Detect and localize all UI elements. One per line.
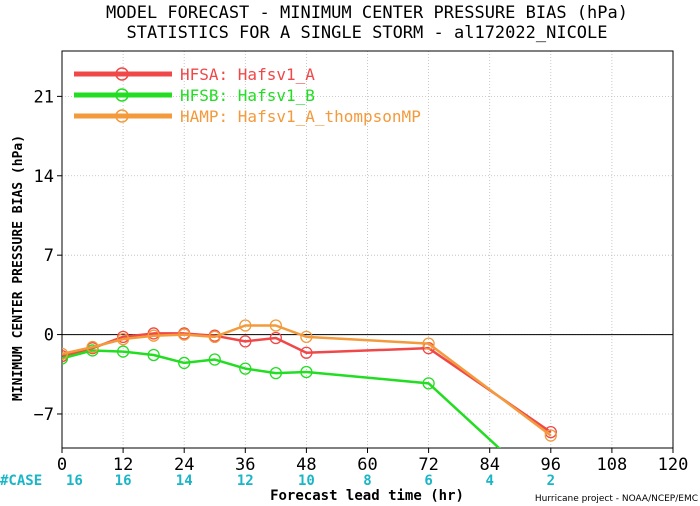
x-tick-label: 48 bbox=[296, 455, 316, 475]
data-point bbox=[208, 330, 221, 343]
data-point bbox=[178, 356, 191, 370]
data-point bbox=[239, 335, 252, 348]
data-point bbox=[422, 377, 435, 390]
legend-label: HFSA: Hafsv1_A bbox=[180, 65, 315, 84]
x-tick-label: 0 bbox=[57, 455, 67, 475]
legend-marker bbox=[115, 109, 129, 123]
x-axis-label: Forecast lead time (hr) bbox=[270, 488, 464, 504]
series-3 bbox=[62, 319, 557, 442]
legend-label: HFSB: Hafsv1_B bbox=[180, 86, 315, 105]
legend-entry: HAMP: Hafsv1_A_thompsonMP bbox=[74, 107, 421, 126]
series-line bbox=[62, 324, 552, 437]
legend-entry: HFSB: Hafsv1_B bbox=[74, 86, 315, 105]
y-tick-label: 7 bbox=[44, 246, 54, 266]
legend: HFSA: Hafsv1_A HFSB: Hafsv1_B HAMP: Hafsv1… bbox=[74, 65, 421, 126]
chart-title: MODEL FORECAST - MINIMUM CENTER PRESSURE… bbox=[106, 3, 628, 23]
x-tick-label: 24 bbox=[174, 455, 194, 475]
data-point bbox=[544, 429, 557, 442]
grid bbox=[62, 51, 673, 448]
series-2 bbox=[62, 344, 501, 448]
case-count: 10 bbox=[298, 473, 315, 489]
data-point bbox=[147, 348, 160, 362]
data-point bbox=[422, 337, 435, 350]
data-point bbox=[147, 329, 160, 342]
case-count: 12 bbox=[237, 473, 254, 489]
series-line bbox=[62, 349, 501, 448]
y-tick-label: 14 bbox=[34, 167, 54, 187]
x-axis-ticks: 0 12 24 36 48 60 72 84 96 108 120 bbox=[57, 448, 688, 475]
chart-subtitle: STATISTICS FOR A SINGLE STORM - al172022… bbox=[126, 23, 607, 43]
case-count: 2 bbox=[547, 473, 555, 489]
case-label: #CASE bbox=[0, 473, 42, 489]
data-point bbox=[116, 345, 130, 358]
case-count: 6 bbox=[424, 473, 432, 489]
x-tick-label: 108 bbox=[597, 455, 628, 475]
x-tick-label: 12 bbox=[113, 455, 133, 475]
credit-text: Hurricane project - NOAA/NCEP/EMC bbox=[535, 494, 698, 504]
y-axis-ticks: −7 0 7 14 21 bbox=[34, 87, 62, 425]
data-point bbox=[86, 344, 99, 357]
case-count: 14 bbox=[176, 473, 193, 489]
case-count: 16 bbox=[66, 473, 83, 489]
legend-marker bbox=[115, 88, 129, 102]
x-tick-label: 36 bbox=[235, 455, 255, 475]
legend-entry: HFSA: Hafsv1_A bbox=[74, 65, 315, 84]
x-tick-label: 96 bbox=[541, 455, 561, 475]
data-point bbox=[269, 331, 283, 345]
data-point bbox=[208, 353, 221, 366]
data-point bbox=[86, 340, 99, 354]
case-count: 16 bbox=[115, 473, 132, 489]
legend-label: HAMP: Hafsv1_A_thompsonMP bbox=[180, 107, 421, 126]
y-axis-label: MINIMUM CENTER PRESSURE BIAS (hPa) bbox=[11, 135, 26, 401]
data-point bbox=[62, 352, 69, 365]
data-point bbox=[178, 328, 191, 341]
data-point bbox=[269, 366, 283, 380]
data-point bbox=[239, 319, 252, 332]
x-tick-label: 120 bbox=[658, 455, 689, 475]
case-count: 4 bbox=[485, 473, 493, 489]
x-tick-label: 60 bbox=[357, 455, 377, 475]
data-point bbox=[300, 365, 313, 379]
data-point bbox=[116, 332, 130, 346]
case-count: 8 bbox=[363, 473, 371, 489]
data-point bbox=[300, 346, 313, 359]
x-tick-label: 84 bbox=[479, 455, 499, 475]
case-counts: 16 16 14 12 10 8 6 4 2 bbox=[66, 473, 555, 489]
x-tick-label: 72 bbox=[418, 455, 438, 475]
y-tick-label: −7 bbox=[34, 405, 54, 425]
data-point bbox=[269, 319, 283, 332]
legend-marker bbox=[115, 67, 129, 81]
plot-area bbox=[62, 319, 557, 448]
y-tick-label: 21 bbox=[34, 87, 54, 107]
y-tick-label: 0 bbox=[44, 326, 54, 346]
data-point bbox=[300, 330, 313, 343]
data-point bbox=[62, 347, 69, 361]
data-point bbox=[239, 362, 252, 375]
